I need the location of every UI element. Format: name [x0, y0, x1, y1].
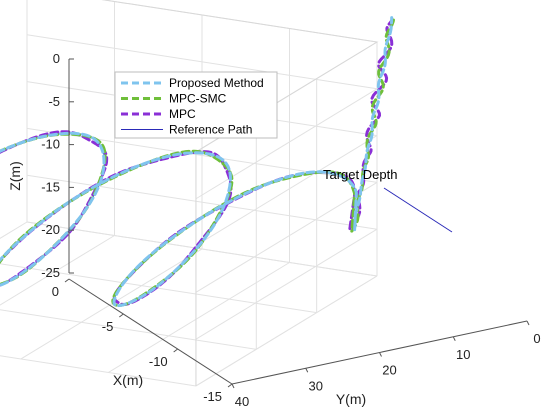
z-tick-label: -5	[48, 94, 60, 109]
gridline	[0, 235, 115, 306]
x-axis-label: X(m)	[113, 372, 143, 388]
gridline	[26, 221, 378, 277]
gridline	[108, 262, 290, 373]
y-tick-label: 0	[533, 331, 540, 346]
legend-label: Proposed Method	[169, 76, 264, 90]
x-tick-label: -15	[203, 389, 222, 404]
gridline	[0, 309, 257, 350]
series-line-mpc-smc	[0, 16, 396, 307]
x-tick-mark	[227, 383, 233, 388]
z-axis-label: Z(m)	[7, 161, 23, 191]
y-tick-mark	[526, 320, 530, 326]
axis-layer: 0 -5 -10 -15 -20 -25 Z(m) 0 -5 -10 -15 X(m) 40 30 20 10…	[7, 51, 541, 409]
gridline	[195, 135, 378, 246]
gridline	[20, 248, 203, 360]
x-tick-label: 0	[52, 284, 59, 299]
gridline	[195, 275, 378, 387]
y-tick-mark	[379, 352, 382, 357]
z-tick-label: -25	[41, 265, 60, 280]
gridline	[26, 34, 378, 90]
legend-box	[114, 71, 278, 139]
y-tick-label: 40	[235, 394, 249, 409]
x-tick-mark	[173, 348, 178, 353]
y-tick-label: 10	[456, 347, 470, 362]
grid-layer	[0, 0, 379, 387]
x-tick-mark	[64, 278, 70, 283]
gridline	[0, 263, 317, 314]
x-tick-mark	[119, 313, 124, 318]
gridline	[0, 355, 197, 387]
legend-label: MPC-SMC	[169, 92, 227, 106]
y-tick-mark	[231, 383, 235, 389]
z-tick-label: -10	[41, 137, 60, 152]
y-tick-mark	[305, 368, 309, 373]
z-tick-label: 0	[53, 51, 60, 66]
z-tick-label: -15	[41, 179, 60, 194]
y-axis-label: Y(m)	[336, 391, 366, 407]
x-tick-label: -5	[102, 319, 114, 334]
x-axis-line	[68, 278, 233, 385]
y-tick-mark	[452, 336, 456, 341]
gridline	[195, 181, 378, 293]
series-layer: Target Depth	[0, 16, 453, 308]
gridline	[195, 228, 378, 340]
gridline	[195, 88, 378, 200]
series-line-proposed-method	[0, 16, 394, 308]
legend-label: Reference Path	[169, 123, 252, 137]
z-tick-label: -20	[41, 222, 60, 237]
annotation-leader	[383, 187, 453, 233]
x-tick-label: -10	[149, 354, 168, 369]
gridline	[26, 174, 378, 230]
y-tick-label: 20	[382, 363, 396, 378]
annotation-target-depth: Target Depth	[323, 167, 397, 182]
legend-label: MPC	[169, 107, 196, 121]
y-tick-label: 30	[309, 378, 323, 393]
